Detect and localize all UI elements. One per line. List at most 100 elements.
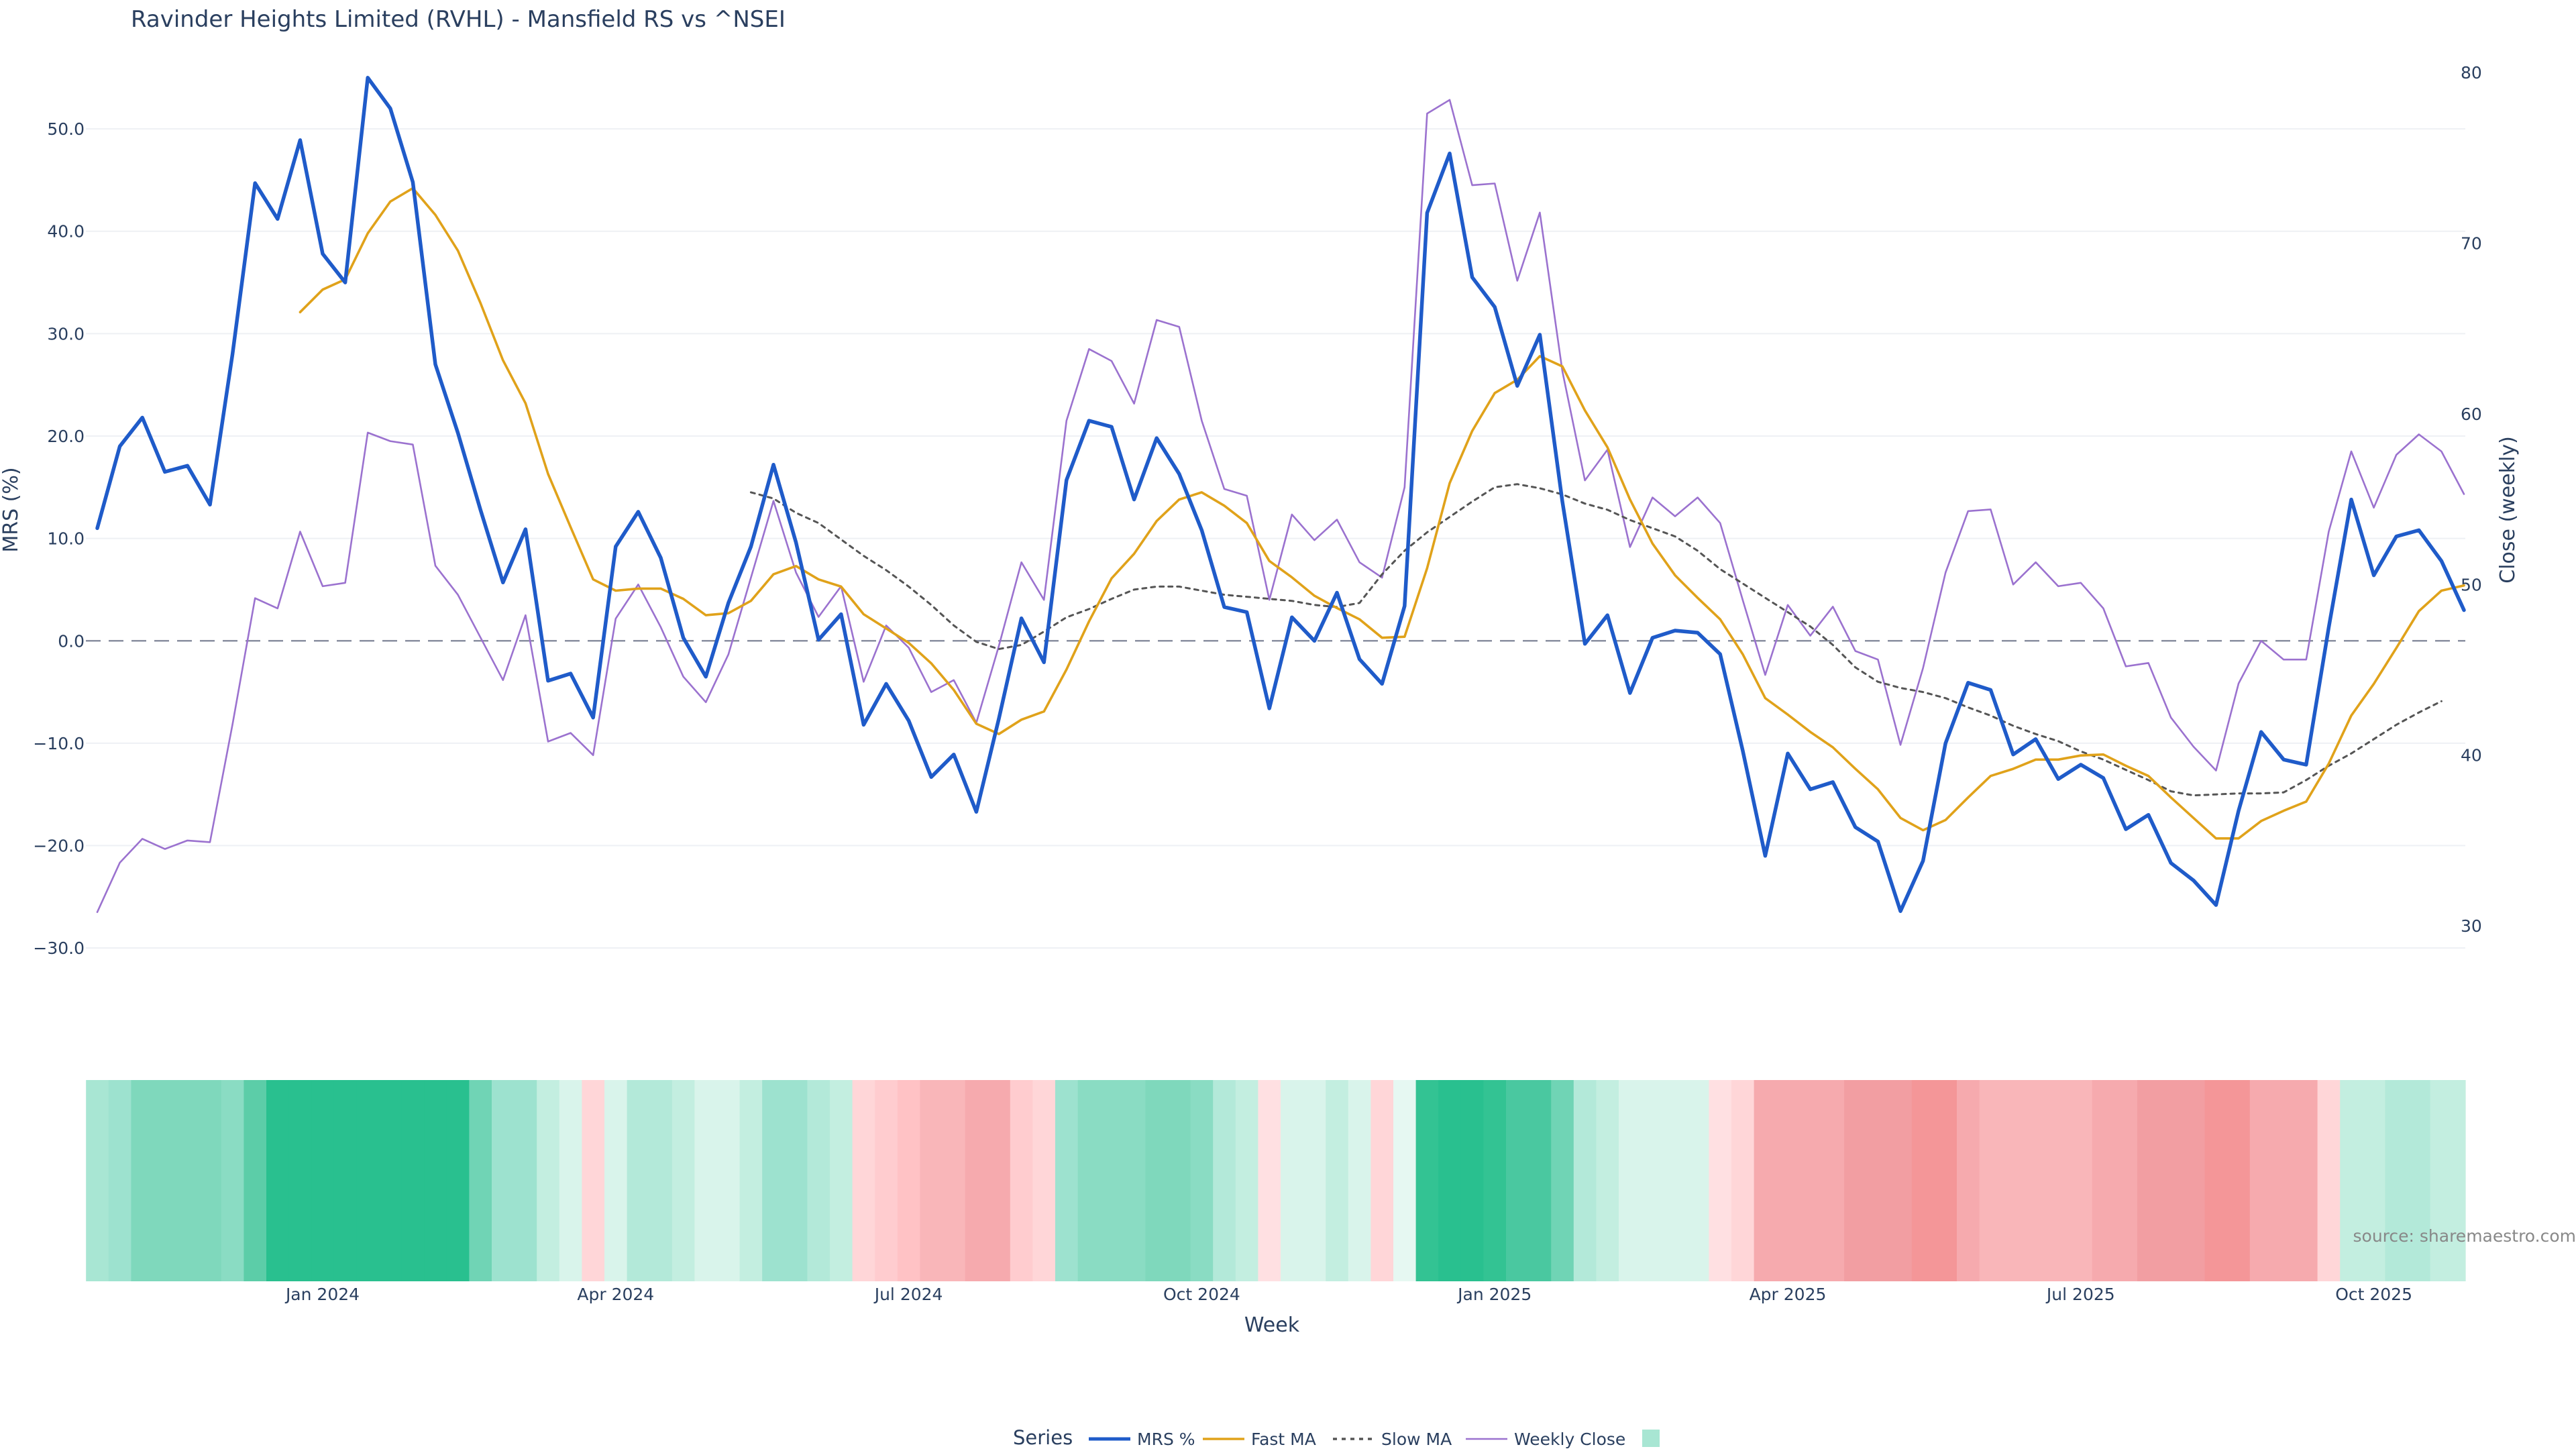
heatmap-cell <box>1393 1080 1417 1281</box>
x-tick-label: Jul 2025 <box>2045 1285 2115 1304</box>
heatmap-cell <box>1866 1080 1890 1281</box>
series-line-mrs <box>95 76 2466 913</box>
heatmap-cell <box>2408 1080 2431 1281</box>
heatmap-cell <box>1145 1080 1169 1281</box>
heatmap-cell <box>131 1080 154 1281</box>
heatmap-cell <box>1686 1080 1709 1281</box>
legend-title: Series <box>1013 1426 1073 1449</box>
heatmap-cell <box>86 1080 109 1281</box>
heatmap-cell <box>920 1080 943 1281</box>
y-right-tick-label: 80 <box>2461 63 2482 83</box>
source-note: source: sharemaestro.com <box>2353 1226 2576 1246</box>
heatmap-cell <box>1122 1080 1146 1281</box>
heatmap-cell <box>266 1080 290 1281</box>
heatmap-cell <box>1641 1080 1664 1281</box>
heatmap-cell <box>694 1080 718 1281</box>
heatmap-cell <box>1957 1080 1980 1281</box>
heatmap-cell <box>649 1080 673 1281</box>
heatmap-cell <box>852 1080 875 1281</box>
heatmap-band <box>86 1080 2466 1281</box>
heatmap-cell <box>1506 1080 1529 1281</box>
heatmap-cell <box>2204 1080 2228 1281</box>
chart-title: Ravinder Heights Limited (RVHL) - Mansfi… <box>131 6 786 33</box>
heatmap-cell <box>379 1080 402 1281</box>
heatmap-cell <box>537 1080 560 1281</box>
heatmap-cell <box>672 1080 695 1281</box>
heatmap-cell <box>1731 1080 1755 1281</box>
y-right-tick-label: 40 <box>2461 746 2482 765</box>
x-tick-label: Apr 2024 <box>577 1285 654 1304</box>
heatmap-cell <box>514 1080 537 1281</box>
y-left-tick-label: 20.0 <box>47 427 85 446</box>
heatmap-cell <box>1528 1080 1552 1281</box>
legend-label: Weekly Close <box>1514 1430 1625 1449</box>
heatmap-cell <box>1799 1080 1822 1281</box>
heatmap-cell <box>2430 1080 2453 1281</box>
heatmap-cell <box>1664 1080 1687 1281</box>
heatmap-cell <box>1844 1080 1868 1281</box>
heatmap-cell <box>2114 1080 2138 1281</box>
legend-label: Slow MA <box>1381 1430 1452 1449</box>
heatmap-cell <box>1821 1080 1845 1281</box>
heatmap-cell <box>1190 1080 1214 1281</box>
y-left-tick-label: 10.0 <box>47 529 85 549</box>
heatmap-cell <box>1911 1080 1935 1281</box>
heatmap-cell <box>830 1080 853 1281</box>
heatmap-cell <box>1934 1080 1957 1281</box>
series-lines <box>95 76 2466 913</box>
heatmap-cell <box>221 1080 244 1281</box>
heatmap-cell <box>582 1080 605 1281</box>
y-left-tick-label: −10.0 <box>33 734 85 753</box>
x-tick-label: Jan 2024 <box>284 1285 360 1304</box>
series-line-weekly-close <box>96 99 2465 913</box>
heatmap-cell <box>1438 1080 1462 1281</box>
heatmap-cell <box>2227 1080 2251 1281</box>
heatmap-cell <box>401 1080 425 1281</box>
x-axis-title: Week <box>1244 1313 1300 1337</box>
heatmap-cell <box>1415 1080 1439 1281</box>
heatmap-cell <box>2092 1080 2115 1281</box>
grid-lines <box>86 128 2465 949</box>
heatmap-cell <box>2340 1080 2363 1281</box>
y-left-tick-label: 40.0 <box>47 222 85 241</box>
x-tick-label: Apr 2025 <box>1750 1285 1827 1304</box>
heatmap-cell <box>1709 1080 1732 1281</box>
heatmap-cell <box>559 1080 582 1281</box>
legend: Series MRS % Fast MA Slow MA Weekly Close <box>1013 1426 1660 1449</box>
y-right-axis-title: Close (weekly) <box>2496 436 2520 584</box>
heatmap-cell <box>1460 1080 1484 1281</box>
heatmap-cell <box>2295 1080 2318 1281</box>
heatmap-cell <box>1596 1080 1619 1281</box>
heatmap-cell <box>2317 1080 2341 1281</box>
heatmap-cell <box>717 1080 741 1281</box>
heatmap-cell <box>1619 1080 1642 1281</box>
heatmap-cell <box>2182 1080 2206 1281</box>
heatmap-cell <box>2024 1080 2047 1281</box>
heatmap-cell <box>1326 1080 1349 1281</box>
y-right-tick-label: 30 <box>2461 916 2482 936</box>
y-right-tick-label: 60 <box>2461 405 2482 424</box>
legend-label: Fast MA <box>1251 1430 1316 1449</box>
y-right-tick-label: 70 <box>2461 234 2482 254</box>
heatmap-cell <box>1754 1080 1777 1281</box>
heatmap-cell <box>1303 1080 1326 1281</box>
heatmap-cell <box>943 1080 966 1281</box>
heatmap-cell <box>1010 1080 1033 1281</box>
heatmap-cell <box>1032 1080 1056 1281</box>
heatmap-cell <box>2272 1080 2296 1281</box>
heatmap-cell <box>1979 1080 2002 1281</box>
heatmap-cell <box>446 1080 470 1281</box>
x-tick-label: Oct 2024 <box>1163 1285 1240 1304</box>
series-line-fast-ma <box>299 186 2465 840</box>
heatmap-cell <box>199 1080 222 1281</box>
heatmap-cell <box>2385 1080 2408 1281</box>
y-right-tick-label: 50 <box>2461 575 2482 594</box>
heatmap-cell <box>2362 1080 2385 1281</box>
y-left-axis-title: MRS (%) <box>0 467 23 552</box>
y-left-tick-label: −30.0 <box>33 938 85 958</box>
heatmap-cell <box>2249 1080 2273 1281</box>
heatmap-cell <box>154 1080 177 1281</box>
heatmap-cell <box>762 1080 786 1281</box>
heatmap-cell <box>424 1080 447 1281</box>
heatmap-cell <box>2002 1080 2025 1281</box>
